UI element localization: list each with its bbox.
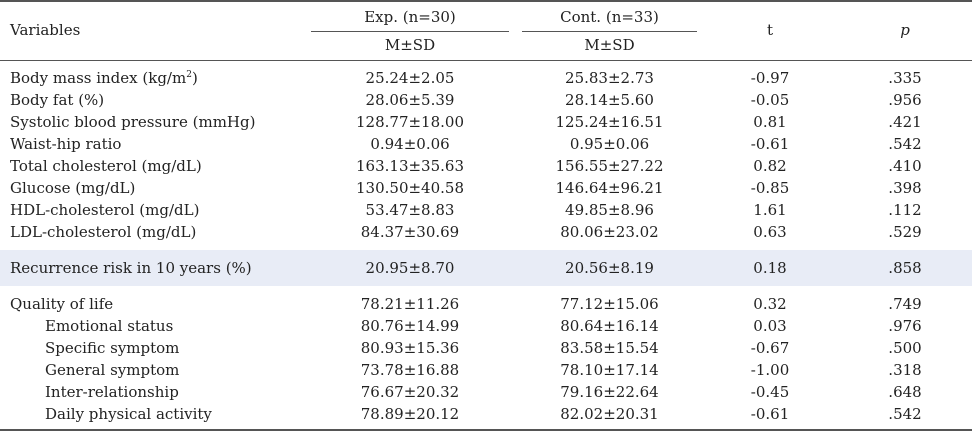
row-t: 0.03: [753, 317, 787, 335]
row-cont: 77.12±15.06: [560, 295, 659, 313]
row-t: 0.63: [753, 223, 787, 241]
row-label: Quality of life: [10, 295, 114, 313]
row-exp: 78.21±11.26: [360, 295, 460, 313]
row-p: .956: [888, 91, 922, 109]
row-exp: 84.37±30.69: [360, 223, 460, 241]
row-p: .421: [888, 113, 922, 131]
header-cont: Cont. (n=33): [560, 8, 659, 26]
row-p: .976: [888, 317, 922, 335]
row-cont: 83.58±15.54: [560, 339, 659, 357]
row-p: .500: [888, 339, 922, 357]
row-p: .398: [888, 179, 922, 197]
row-label-indented: Specific symptom: [45, 339, 180, 357]
row-cont: 49.85±8.96: [565, 201, 654, 219]
row-label: HDL-cholesterol (mg/dL): [10, 201, 200, 219]
row-t: 0.81: [753, 113, 787, 131]
row-label-tail: ): [191, 69, 198, 87]
row-label: Recurrence risk in 10 years (%): [10, 259, 252, 277]
row-p: .529: [888, 223, 922, 241]
row-label: Total cholesterol (mg/dL): [10, 157, 202, 175]
row-label: Waist-hip ratio: [10, 135, 122, 153]
row-exp: 53.47±8.83: [365, 201, 455, 219]
row-cont: 28.14±5.60: [565, 91, 654, 109]
row-t: -0.05: [750, 91, 790, 109]
row-label-indented: Daily physical activity: [45, 405, 212, 423]
row-t: -0.61: [750, 405, 790, 423]
row-p: .648: [888, 383, 922, 401]
row-p: .318: [888, 361, 922, 379]
row-t: -0.67: [750, 339, 790, 357]
row-cont: 78.10±17.14: [560, 361, 659, 379]
header-p: p: [900, 21, 910, 39]
row-exp: 163.13±35.63: [356, 157, 464, 175]
row-exp: 76.67±20.32: [360, 383, 460, 401]
row-exp: 128.77±18.00: [356, 113, 464, 131]
row-exp: 0.94±0.06: [370, 135, 450, 153]
row-p: .112: [888, 201, 922, 219]
row-cont: 80.06±23.02: [560, 223, 659, 241]
row-t: 0.18: [753, 259, 787, 277]
row-p: .858: [888, 259, 922, 277]
row-exp: 73.78±16.88: [360, 361, 460, 379]
row-exp: 25.24±2.05: [365, 69, 455, 87]
header-variables: Variables: [10, 21, 81, 39]
header-cont-msd: M±SD: [584, 36, 635, 54]
row-cont: 80.64±16.14: [560, 317, 659, 335]
row-p: .410: [888, 157, 922, 175]
highlight-row-band: [0, 250, 972, 286]
row-cont: 156.55±27.22: [555, 157, 664, 175]
row-cont: 25.83±2.73: [565, 69, 654, 87]
row-t: -0.45: [750, 383, 790, 401]
row-exp: 78.89±20.12: [360, 405, 460, 423]
row-t: -0.97: [750, 69, 790, 87]
row-label-indented: Inter-relationship: [45, 383, 179, 401]
row-t: 0.82: [753, 157, 787, 175]
row-exp: 28.06±5.39: [365, 91, 455, 109]
row-exp: 80.76±14.99: [360, 317, 460, 335]
header-exp-msd: M±SD: [384, 36, 436, 54]
row-cont: 0.95±0.06: [569, 135, 650, 153]
cont-header-rule: [522, 31, 697, 32]
row-cont: 82.02±20.31: [560, 405, 659, 423]
row-cont: 79.16±22.64: [560, 383, 659, 401]
row-cont: 20.56±8.19: [565, 259, 654, 277]
row-label: Body fat (%): [10, 91, 105, 109]
row-p: .542: [888, 405, 922, 423]
row-label: Systolic blood pressure (mmHg): [10, 113, 256, 131]
row-label: LDL-cholesterol (mg/dL): [10, 223, 197, 241]
header-bottom-rule: [0, 60, 972, 61]
row-exp: 20.95±8.70: [365, 259, 455, 277]
row-exp: 130.50±40.58: [356, 179, 464, 197]
row-p: .542: [888, 135, 922, 153]
row-label: Glucose (mg/dL): [10, 179, 136, 197]
row-label-superscript: 2: [186, 70, 192, 80]
table-bottom-rule: [0, 429, 972, 431]
row-cont: 125.24±16.51: [555, 113, 664, 131]
header-exp: Exp. (n=30): [364, 8, 456, 26]
row-label: Body mass index (kg/m2): [10, 68, 198, 88]
row-t: -0.85: [750, 179, 790, 197]
row-cont: 146.64±96.21: [555, 179, 664, 197]
row-t: -0.61: [750, 135, 790, 153]
row-p: .749: [888, 295, 922, 313]
row-t: 1.61: [753, 201, 787, 219]
row-label-indented: General symptom: [45, 361, 180, 379]
row-label-indented: Emotional status: [45, 317, 174, 335]
table-top-rule: [0, 0, 972, 2]
row-p: .335: [888, 69, 922, 87]
header-t: t: [766, 21, 774, 39]
row-t: 0.32: [753, 295, 787, 313]
row-exp: 80.93±15.36: [360, 339, 460, 357]
row-label-text: Body mass index (kg/m: [10, 69, 187, 87]
exp-header-rule: [311, 31, 509, 32]
row-t: -1.00: [750, 361, 790, 379]
